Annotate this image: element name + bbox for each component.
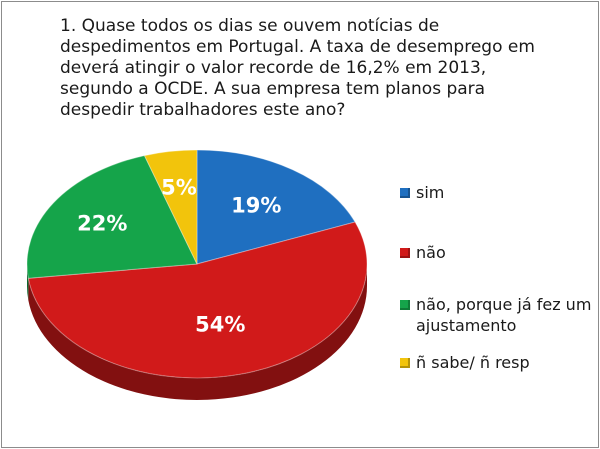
- legend-label-nao: não: [416, 243, 446, 262]
- legend-swatch-sim: [400, 188, 410, 198]
- legend-label-ns-nr: ñ sabe/ ñ resp: [416, 353, 530, 372]
- legend-item-ns-nr: ñ sabe/ ñ resp: [400, 352, 594, 373]
- pie-slice-sim: [196, 149, 356, 265]
- chart-title: 1. Quase todos os dias se ouvem notícias…: [60, 16, 535, 120]
- legend-label-ajustamento: não, porque já fez um ajustamento: [416, 295, 592, 335]
- legend-label-sim: sim: [416, 183, 445, 202]
- pie-slice-ns-nr: [143, 149, 198, 265]
- legend-swatch-ajustamento: [400, 300, 410, 310]
- data-label-sim: 19%: [231, 194, 281, 218]
- data-label-ns-nr: 5%: [161, 175, 197, 199]
- legend-item-nao: não: [400, 242, 594, 263]
- pie-side-nao: [28, 264, 367, 400]
- legend-swatch-nao: [400, 248, 410, 258]
- legend-item-ajustamento: não, porque já fez um ajustamento: [400, 294, 594, 336]
- pie-slice-ajustamento: [26, 155, 198, 279]
- legend-item-sim: sim: [400, 182, 594, 203]
- pie-slice-nao: [27, 221, 368, 379]
- data-label-ajustamento: 22%: [77, 212, 127, 236]
- data-label-nao: 54%: [195, 313, 245, 337]
- legend-swatch-ns-nr: [400, 358, 410, 368]
- pie-side-ajustamento: [27, 264, 29, 301]
